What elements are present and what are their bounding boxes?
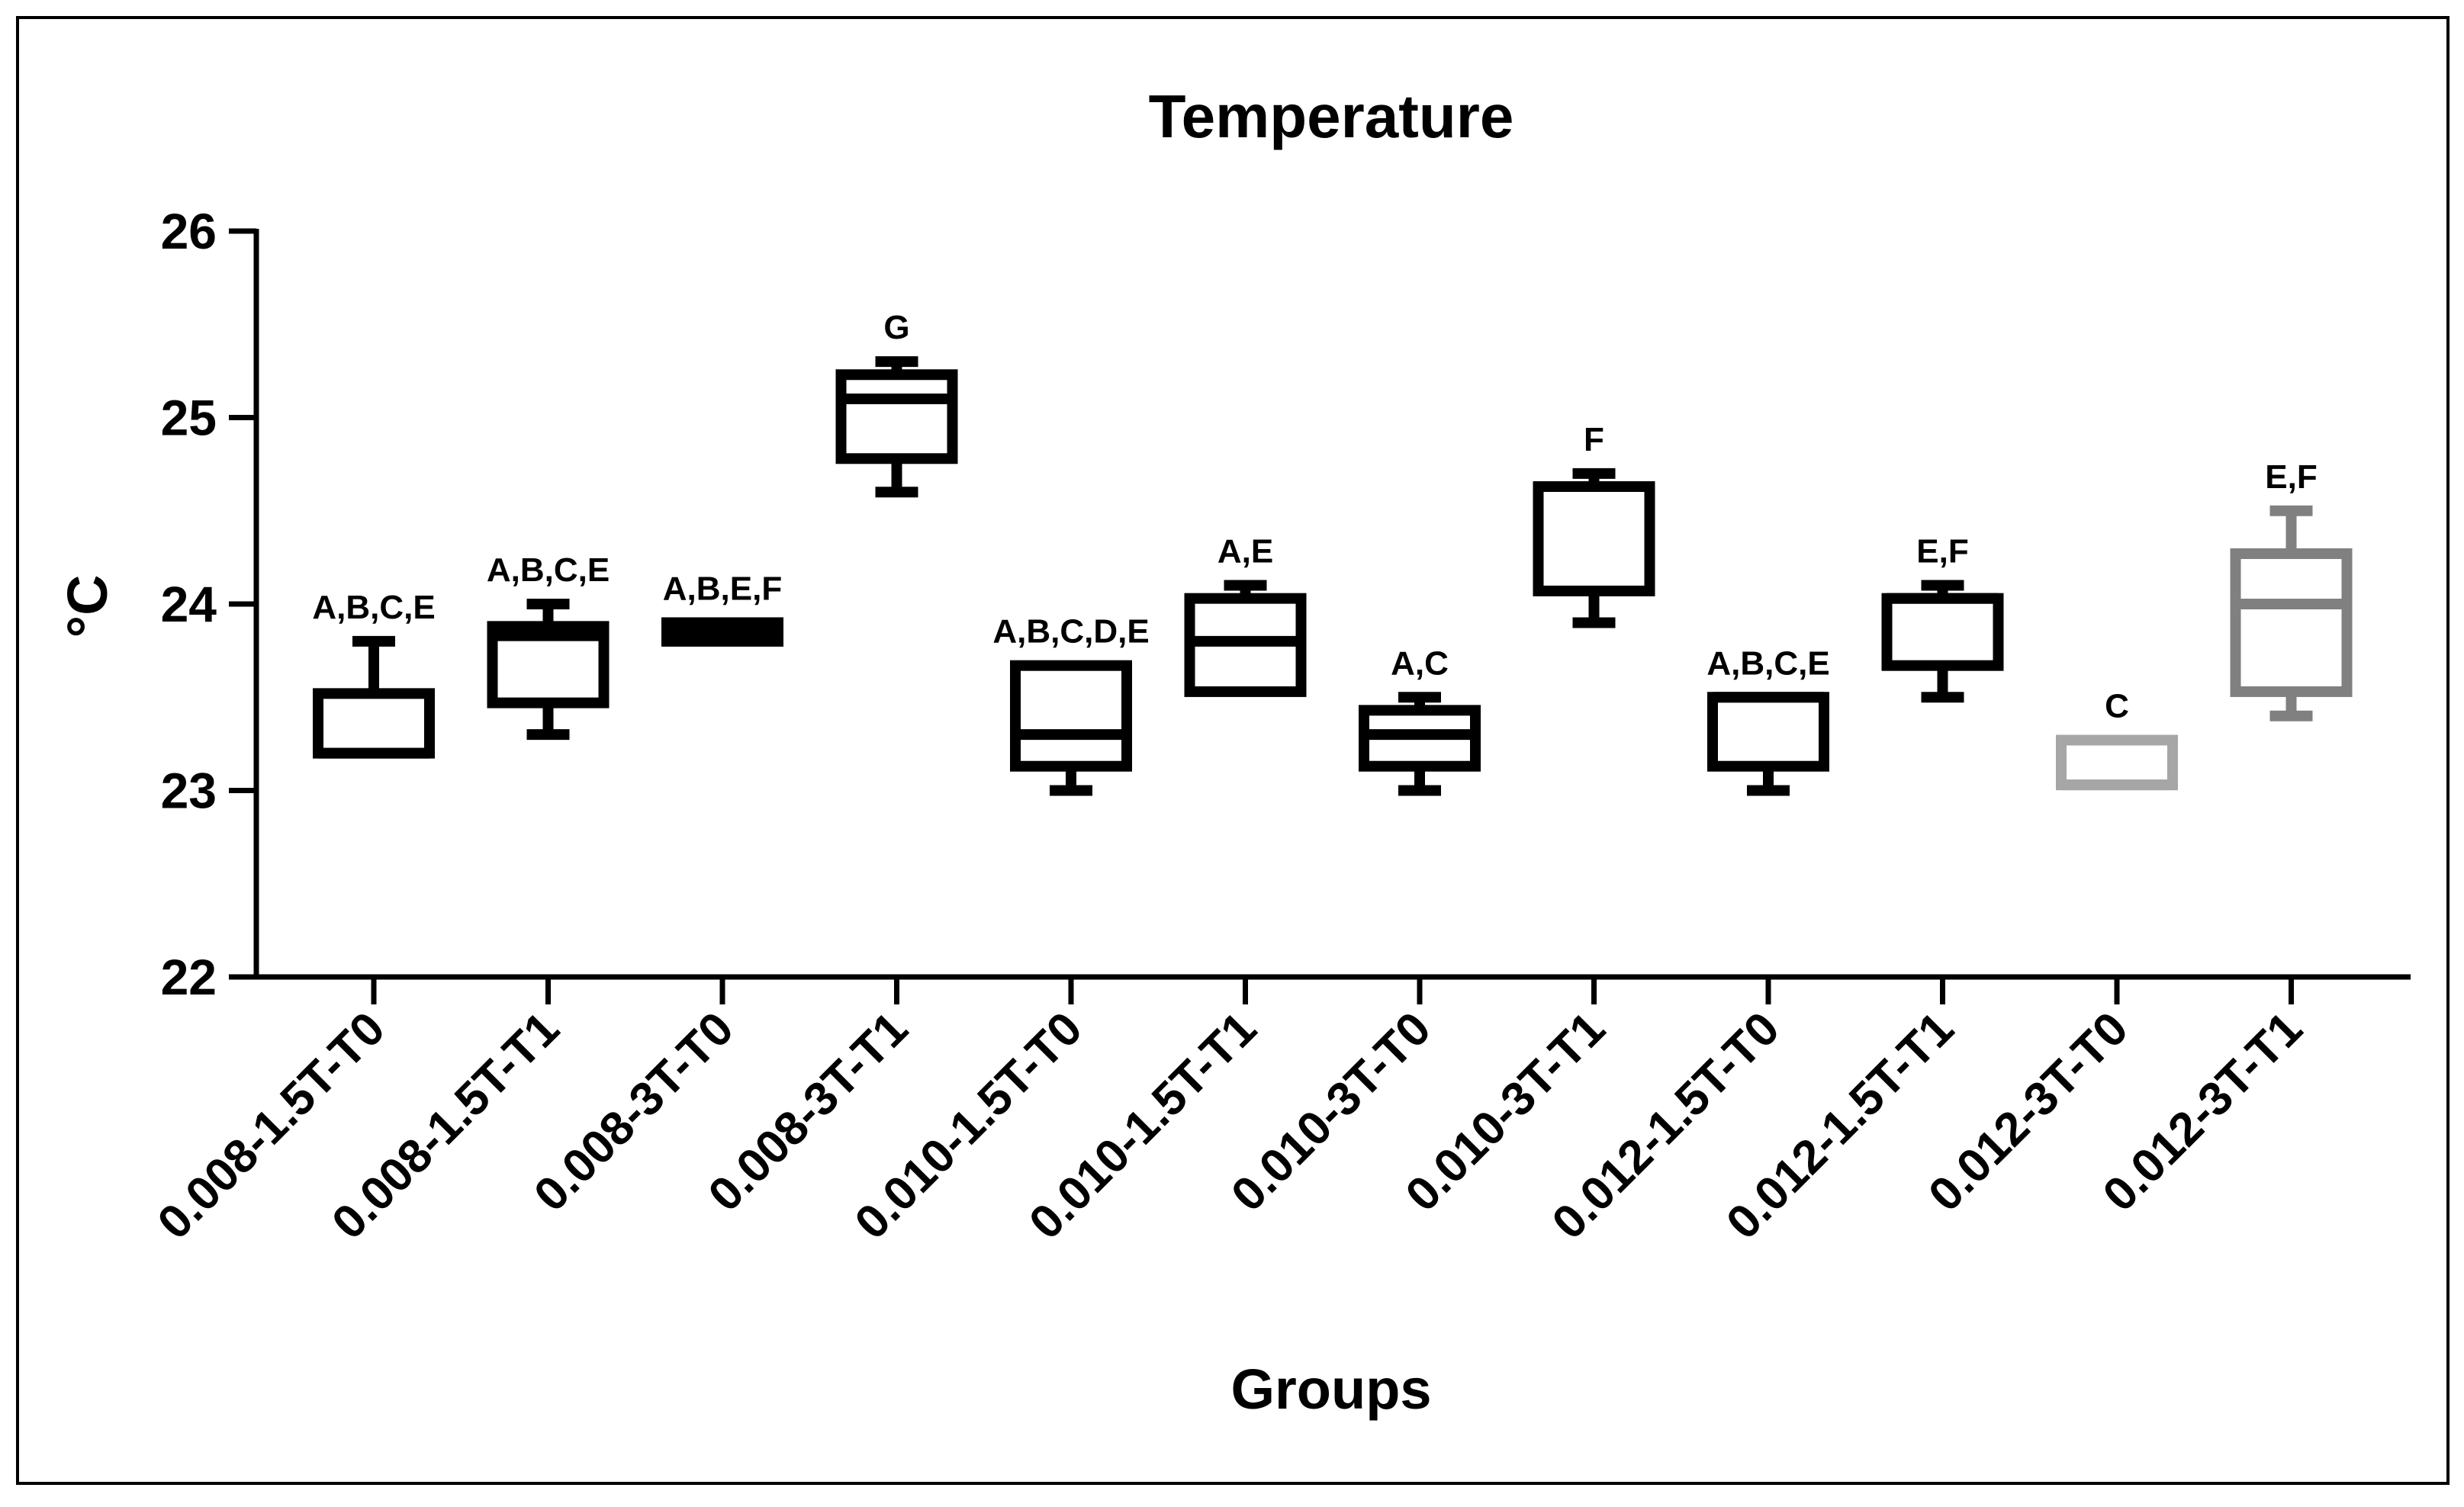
box [2230, 548, 2353, 697]
x-axis-label: Groups [1230, 1358, 1431, 1421]
box [835, 369, 958, 464]
significance-label: A,B,C,E [1706, 644, 1829, 682]
y-tick-label: 26 [161, 203, 217, 259]
box [2056, 734, 2178, 791]
box [1010, 660, 1132, 772]
box [1533, 480, 1655, 596]
y-tick-label: 25 [161, 390, 217, 446]
significance-label: A,B,C,E [312, 589, 435, 626]
significance-label: F [1584, 421, 1604, 458]
significance-label: A,B,C,E [487, 551, 610, 589]
significance-label: A,B,E,F [663, 570, 782, 607]
significance-label: E,F [2265, 458, 2317, 496]
box [1881, 593, 2004, 671]
y-axis-label: °C [56, 574, 119, 638]
box [1707, 692, 1829, 772]
y-tick-label: 22 [161, 949, 217, 1005]
significance-label: A,C [1391, 644, 1449, 682]
y-tick-label: 24 [161, 576, 217, 632]
box [313, 688, 435, 759]
y-tick-label: 23 [161, 763, 217, 819]
significance-label: C [2105, 687, 2129, 725]
chart-title: Temperature [1149, 82, 1514, 150]
significance-label: A,E [1218, 533, 1273, 570]
significance-label: G [883, 309, 909, 346]
significance-label: A,B,C,D,E [992, 613, 1149, 651]
significance-label: E,F [1916, 533, 1968, 570]
